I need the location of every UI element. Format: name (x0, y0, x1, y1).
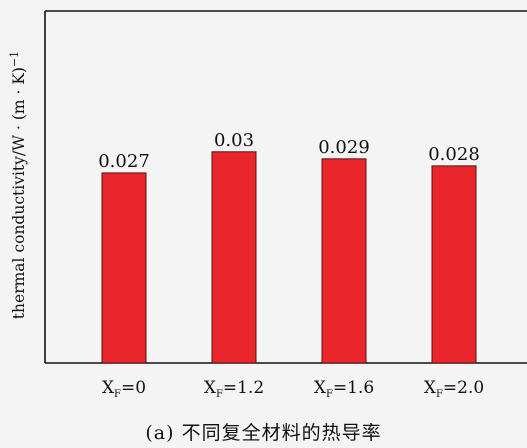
x-tick-label-2: XF=1.6 (314, 378, 374, 400)
bar-1 (211, 151, 257, 364)
data-label-1: 0.03 (214, 130, 254, 151)
data-label-0: 0.027 (98, 151, 150, 172)
y-axis-label: thermal conductivity/W · (m · K)−1 (8, 51, 29, 319)
bar-3 (431, 165, 477, 364)
data-label-3: 0.028 (428, 144, 480, 165)
x-tick-label-3: XF=2.0 (424, 378, 484, 400)
bar-0 (101, 172, 147, 364)
x-tick-label-0: XF=0 (102, 378, 146, 400)
data-label-2: 0.029 (318, 137, 370, 158)
bar-2 (321, 158, 367, 364)
figure-caption: (a) 不同复全材料的热导率 (145, 422, 382, 444)
x-tick-label-1: XF=1.2 (204, 378, 264, 400)
